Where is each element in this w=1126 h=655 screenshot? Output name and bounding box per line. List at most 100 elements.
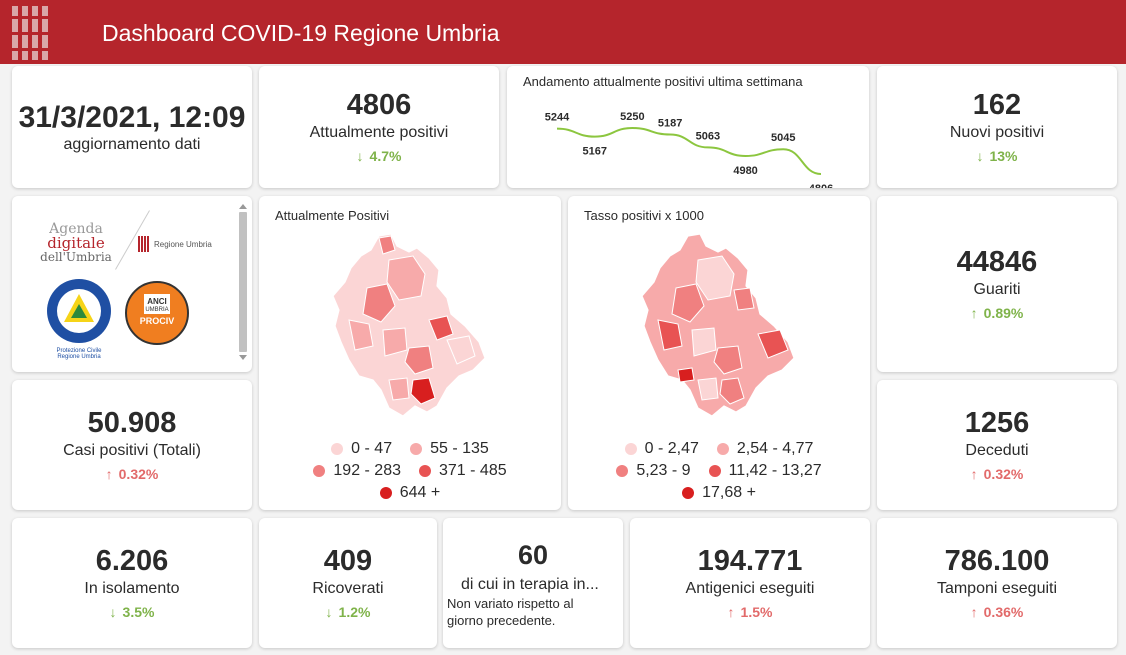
logos-scrollbar[interactable] [238, 204, 248, 364]
kpi-label: Attualmente positivi [309, 123, 449, 141]
kpi-tamponi[interactable]: 786.100 Tamponi eseguiti ↑ 0.36% [877, 518, 1117, 648]
legend-item: 0 - 2,47 [624, 440, 699, 458]
kpi-label: Nuovi positivi [949, 123, 1045, 141]
page-title: Dashboard COVID-19 Regione Umbria [102, 20, 500, 46]
scroll-down-icon[interactable] [239, 355, 247, 360]
kpi-trend: ↓ 13% [976, 147, 1018, 164]
kpi-trend: ↑ 1.5% [727, 603, 773, 620]
scroll-up-icon[interactable] [239, 204, 247, 209]
arrow-up-icon: ↑ [727, 603, 735, 620]
data-label: 5167 [582, 146, 606, 158]
legend-dot-icon [313, 465, 326, 477]
anci-prociv-logo-icon [125, 281, 189, 345]
kpi-label: Guariti [973, 280, 1021, 298]
kpi-deceduti[interactable]: 1256 Deceduti ↑ 0.32% [877, 380, 1117, 510]
kpi-trend: ↓ 1.2% [325, 603, 371, 620]
kpi-attualmente-positivi[interactable]: 4806 Attualmente positivi ↓ 4.7% [259, 66, 499, 188]
kpi-value: 6.206 [95, 545, 169, 578]
trend-series-line [556, 126, 822, 175]
map-legend: 0 - 2,47 2,54 - 4,77 5,23 - 9 11,42 - 13… [568, 440, 870, 506]
arrow-up-icon: ↑ [970, 603, 978, 620]
kpi-value: 409 [323, 545, 373, 578]
kpi-terapia-intensiva[interactable]: 60 di cui in terapia in... Non variato r… [443, 518, 623, 648]
kpi-value: 1256 [964, 407, 1030, 440]
kpi-label: di cui in terapia in... [461, 576, 599, 593]
update-label: aggiornamento dati [63, 135, 201, 153]
kpi-label: Antigenici eseguiti [685, 579, 815, 597]
arrow-up-icon: ↑ [970, 304, 978, 321]
legend-item: 0 - 47 [331, 440, 392, 458]
data-label: 5063 [696, 130, 720, 142]
map-title: Attualmente Positivi [275, 208, 390, 223]
kpi-label: Casi positivi (Totali) [63, 441, 201, 459]
kpi-isolamento[interactable]: 6.206 In isolamento ↓ 3.5% [12, 518, 252, 648]
agenda-digitale-logo: Agenda digitale dell'Umbria [40, 221, 112, 264]
kpi-value: 50.908 [87, 407, 177, 440]
kpi-casi-totali[interactable]: 50.908 Casi positivi (Totali) ↑ 0.32% [12, 380, 252, 510]
arrow-down-icon: ↓ [325, 603, 333, 620]
kpi-label: Deceduti [965, 441, 1029, 459]
kpi-label: In isolamento [84, 579, 180, 597]
kpi-antigenici[interactable]: 194.771 Antigenici eseguiti ↑ 1.5% [630, 518, 870, 648]
map-card-tasso: Tasso positivi x 1000 0 - 2,47 2,54 - 4,… [568, 196, 870, 510]
regione-columns-icon [138, 236, 150, 252]
trend-line-chart: 5244 5167 5250 5187 5063 4980 5045 4806 [545, 111, 833, 188]
kpi-label: Tamponi eseguiti [936, 579, 1058, 597]
legend-item: 371 - 485 [419, 462, 507, 480]
kpi-trend: ↓ 3.5% [109, 603, 155, 620]
kpi-note: Non variato rispetto al giorno precedent… [447, 596, 574, 628]
data-label: 5187 [658, 118, 682, 130]
protezione-civile-text: Protezione Civile Regione Umbria [56, 348, 102, 360]
regione-umbria-logo-icon [12, 6, 50, 60]
scroll-thumb[interactable] [239, 212, 247, 352]
kpi-trend: ↑ 0.32% [105, 465, 159, 482]
legend-dot-icon [331, 443, 344, 455]
kpi-ricoverati[interactable]: 409 Ricoverati ↓ 1.2% [259, 518, 437, 648]
legend-item: 17,68 + [682, 484, 756, 502]
legend-item: 2,54 - 4,77 [716, 440, 813, 458]
data-label: 5250 [620, 111, 644, 123]
update-datetime: 31/3/2021, 12:09 [18, 100, 246, 134]
data-label: 4806 [809, 183, 833, 188]
legend-item: 644 + [379, 484, 440, 502]
chart-title: Andamento attualmente positivi ultima se… [523, 74, 803, 89]
kpi-value: 4806 [346, 89, 412, 122]
kpi-trend: ↑ 0.32% [970, 465, 1024, 482]
anci-prociv-text: ANCI UMBRIA PROCIV [139, 297, 175, 327]
legend-dot-icon [379, 487, 392, 499]
legend-dot-icon [410, 443, 423, 455]
legend-item: 55 - 135 [410, 440, 489, 458]
legend-dot-icon [716, 443, 729, 455]
umbria-map-tasso[interactable] [638, 230, 798, 430]
legend-dot-icon [419, 465, 431, 477]
legend-item: 5,23 - 9 [616, 462, 691, 480]
legend-item: 11,42 - 13,27 [708, 462, 822, 480]
data-label: 4980 [733, 165, 757, 177]
map-title: Tasso positivi x 1000 [584, 208, 704, 223]
legend-dot-icon [624, 443, 637, 455]
kpi-value: 60 [517, 540, 549, 570]
umbria-map-positivi[interactable] [329, 230, 489, 430]
partner-logos-card: Agenda digitale dell'Umbria Regione Umbr… [12, 196, 252, 372]
legend-dot-icon [682, 487, 695, 499]
kpi-nuovi-positivi[interactable]: 162 Nuovi positivi ↓ 13% [877, 66, 1117, 188]
update-card: 31/3/2021, 12:09 aggiornamento dati [12, 66, 252, 188]
arrow-up-icon: ↑ [105, 465, 113, 482]
data-label: 5045 [771, 132, 795, 144]
map-card-positivi: Attualmente Positivi 0 - 47 55 - 135 192… [259, 196, 561, 510]
arrow-down-icon: ↓ [976, 147, 984, 164]
kpi-value: 162 [972, 89, 1022, 122]
kpi-trend: ↓ 4.7% [356, 147, 402, 164]
kpi-trend: ↑ 0.89% [970, 304, 1024, 321]
kpi-value: 194.771 [697, 545, 803, 578]
regione-umbria-logo: Regione Umbria [138, 236, 212, 252]
protezione-civile-logo-icon [47, 279, 111, 343]
kpi-value: 44846 [956, 246, 1038, 279]
data-label: 5244 [545, 112, 570, 124]
kpi-value: 786.100 [944, 545, 1050, 578]
kpi-guariti[interactable]: 44846 Guariti ↑ 0.89% [877, 196, 1117, 372]
legend-item: 192 - 283 [313, 462, 401, 480]
arrow-down-icon: ↓ [109, 603, 117, 620]
legend-dot-icon [708, 465, 721, 477]
arrow-down-icon: ↓ [356, 147, 364, 164]
